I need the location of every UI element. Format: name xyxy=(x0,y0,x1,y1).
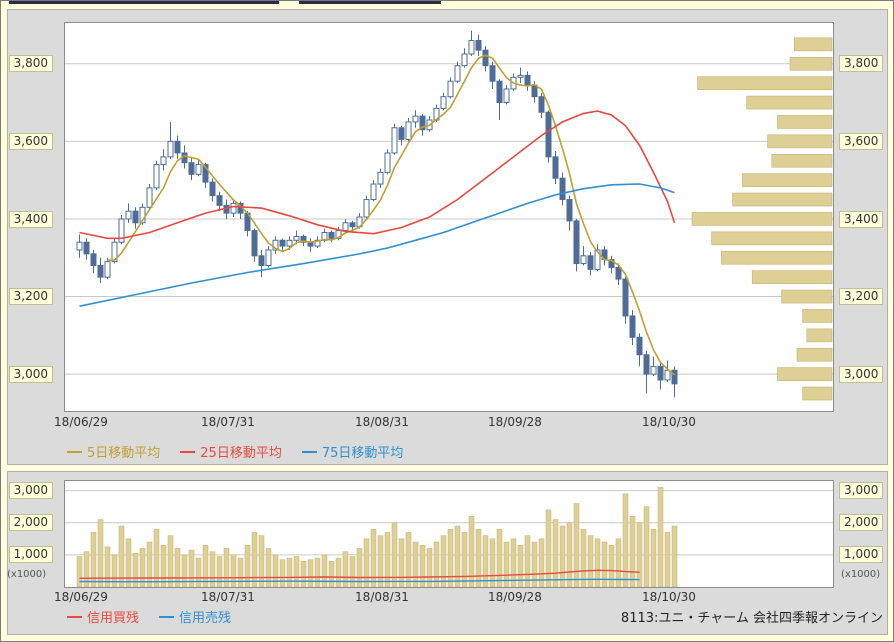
vol-unit-right: (x1000) xyxy=(841,569,881,580)
vol-tick-right-3000: 3,000 xyxy=(839,482,884,499)
price-plot-area[interactable] xyxy=(64,22,834,412)
price-tick-left-3800: 3,800 xyxy=(8,55,53,72)
vol-tick-left-2000: 2,000 xyxy=(8,514,53,531)
legend-ma5-label: 5日移動平均 xyxy=(87,446,161,461)
vol-tick-left-3000: 3,000 xyxy=(8,482,53,499)
price-tick-right-3400: 3,400 xyxy=(839,211,884,228)
legend-margin-buy: 信用買残 xyxy=(67,607,139,626)
price-tick-right-3800: 3,800 xyxy=(839,55,884,72)
ma25-line xyxy=(79,110,676,240)
vol-tick-left-1000: 1,000 xyxy=(8,546,53,563)
price-tick-left-3000: 3,000 xyxy=(8,366,53,383)
footer-symbol-source: 8113:ユニ・チャーム 会社四季報オンライン xyxy=(620,611,883,626)
vol-tick-right-1000: 1,000 xyxy=(839,546,884,563)
top-link-underline-2[interactable] xyxy=(299,1,441,4)
price-tick-left-3600: 3,600 xyxy=(8,133,53,150)
margin-sell-swatch xyxy=(159,615,175,618)
date-label-main-0: 18/06/29 xyxy=(54,415,108,429)
ma5-line xyxy=(107,54,676,376)
price-tick-left-3200: 3,200 xyxy=(8,288,53,305)
date-label-main-3: 18/09/28 xyxy=(488,415,542,429)
date-label-vol-4: 18/10/30 xyxy=(642,590,696,604)
ma75-line xyxy=(79,183,675,307)
main-gridlines xyxy=(65,63,833,375)
legend-ma75-label: 75日移動平均 xyxy=(321,446,404,461)
margin-buy-line xyxy=(79,569,640,579)
margin-sell-line xyxy=(79,578,640,583)
legend-margin-buy-label: 信用買残 xyxy=(87,611,140,626)
legend-margin-sell-label: 信用売残 xyxy=(179,611,232,626)
volume-bars xyxy=(76,487,678,587)
date-label-main-1: 18/07/31 xyxy=(201,415,255,429)
price-histogram-bars xyxy=(691,37,833,401)
date-label-vol-2: 18/08/31 xyxy=(355,590,409,604)
volume-plot-area[interactable] xyxy=(64,480,834,588)
top-link-underline-1[interactable] xyxy=(9,1,279,4)
volume-svg[interactable] xyxy=(65,481,833,587)
legend-ma25: 25日移動平均 xyxy=(180,442,282,461)
legend-ma75: 75日移動平均 xyxy=(301,442,404,461)
vol-tick-right-2000: 2,000 xyxy=(839,514,884,531)
candles xyxy=(76,30,678,398)
legend-ma5: 5日移動平均 xyxy=(67,442,160,461)
margin-legend: 信用買残 信用売残 xyxy=(67,607,231,626)
date-label-vol-0: 18/06/29 xyxy=(54,590,108,604)
price-tick-right-3200: 3,200 xyxy=(839,288,884,305)
ma-legend: 5日移動平均 25日移動平均 75日移動平均 xyxy=(67,442,403,461)
margin-buy-swatch xyxy=(67,615,82,618)
ma5-swatch xyxy=(67,450,82,453)
price-tick-right-3000: 3,000 xyxy=(839,366,884,383)
legend-margin-sell: 信用売残 xyxy=(159,607,231,626)
legend-ma25-label: 25日移動平均 xyxy=(200,446,282,461)
ma75-swatch xyxy=(301,450,317,453)
candlestick-svg[interactable] xyxy=(65,23,833,411)
date-label-main-2: 18/08/31 xyxy=(355,415,409,429)
price-tick-left-3400: 3,400 xyxy=(8,211,53,228)
date-label-main-4: 18/10/30 xyxy=(642,415,696,429)
date-label-vol-1: 18/07/31 xyxy=(201,590,255,604)
date-label-vol-3: 18/09/28 xyxy=(488,590,542,604)
price-tick-right-3600: 3,600 xyxy=(839,133,884,150)
ma25-swatch xyxy=(180,450,196,453)
vol-unit-left: (x1000) xyxy=(7,569,47,580)
